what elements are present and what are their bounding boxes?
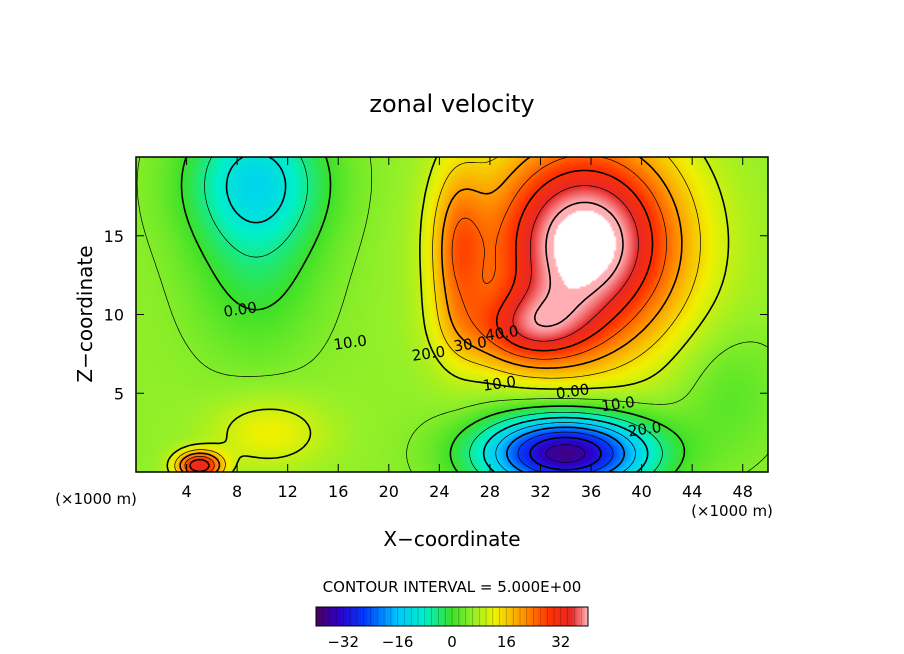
- contour-label: 30.0: [452, 333, 488, 355]
- x-tick-label: 44: [682, 482, 702, 501]
- x-tick-label: 4: [181, 482, 191, 501]
- x-tick-label: 48: [733, 482, 753, 501]
- contour-label: 10.0: [482, 372, 518, 394]
- colorbar-tick-label: −32: [327, 633, 359, 651]
- contour-line: [180, 157, 686, 472]
- y-axis-label: Z−coordinate: [73, 245, 97, 382]
- contour-label: 0.00: [555, 380, 591, 402]
- contour-line: [179, 157, 683, 472]
- contour-line: [174, 157, 701, 472]
- x-tick-label: 16: [328, 482, 348, 501]
- contour-label: 20.0: [411, 342, 447, 364]
- y-tick-label: 15: [104, 227, 124, 246]
- colorbar-tick-label: 16: [497, 633, 516, 651]
- x-tick-label: 40: [631, 482, 651, 501]
- contour-line: [529, 436, 602, 471]
- contour-line: [545, 444, 586, 463]
- colorbar-ticks: −32 −16 0 16 32: [315, 607, 589, 651]
- x-tick-label: 12: [278, 482, 298, 501]
- contour-interval-note: CONTOUR INTERVAL = 5.000E+00: [323, 578, 582, 596]
- contour-line: [225, 157, 649, 472]
- x-tick-label: 28: [480, 482, 500, 501]
- contour-line: [189, 169, 654, 472]
- contour-line: [495, 422, 636, 472]
- x-unit-left: (×1000 m): [55, 490, 137, 508]
- y-tick-label: 10: [104, 306, 124, 325]
- y-tick-label: 5: [114, 384, 124, 403]
- x-tick-label: 20: [379, 482, 399, 501]
- contour-line: [533, 201, 624, 328]
- x-tick-label: 24: [429, 482, 449, 501]
- x-axis-label: X−coordinate: [383, 527, 520, 551]
- contour-label: 0.00: [222, 298, 258, 320]
- contour-line: [512, 185, 639, 342]
- colorbar-frame: [315, 606, 589, 627]
- contour-label: 20.0: [627, 418, 663, 440]
- x-tick-label: 8: [232, 482, 242, 501]
- x-axis: 4 8 12 16 20 24 28 32 36 40 44 48: [181, 157, 753, 501]
- colorbar-tick-label: −16: [382, 633, 414, 651]
- contour-line: [204, 157, 663, 472]
- contour-line: [517, 431, 614, 472]
- contour-line: [506, 426, 626, 472]
- contour-line: [166, 157, 730, 472]
- x-tick-label: 36: [581, 482, 601, 501]
- y-axis: 5 10 15: [104, 227, 768, 403]
- velocity-field: [136, 157, 768, 472]
- colorbar-gradient: [316, 607, 588, 626]
- contour-label: 10.0: [332, 331, 368, 353]
- contour-lines: [136, 157, 768, 472]
- colorbar-tick-label: 32: [551, 633, 570, 651]
- contour-line: [136, 157, 768, 472]
- chart-title: zonal velocity: [369, 90, 534, 118]
- colorbar: −32 −16 0 16 32: [315, 606, 589, 651]
- contour-label: 10.0: [600, 393, 636, 415]
- x-tick-label: 32: [530, 482, 550, 501]
- contour-label: 40.0: [484, 322, 520, 344]
- x-unit-right: (×1000 m): [691, 502, 773, 520]
- colorbar-tick-label: 0: [447, 633, 457, 651]
